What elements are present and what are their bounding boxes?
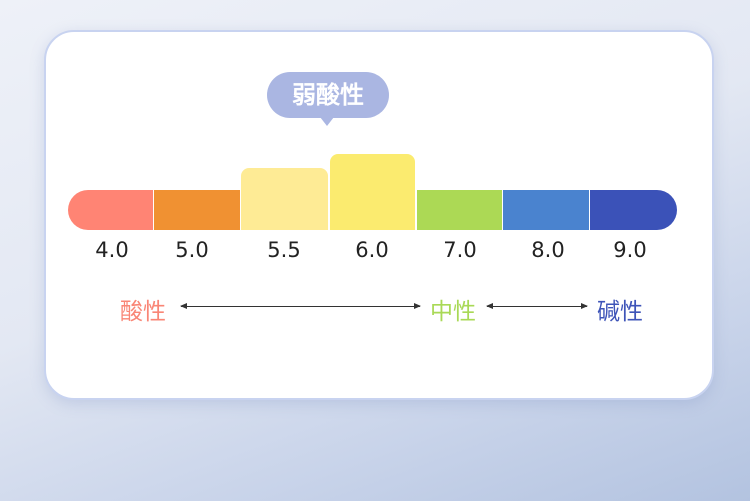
neutral-label: 中性 xyxy=(430,299,476,325)
segment-7-0 xyxy=(417,190,502,230)
tick-label: 7.0 xyxy=(443,238,477,262)
tick-label: 6.0 xyxy=(355,238,389,262)
tick-label: 4.0 xyxy=(95,238,129,262)
segment-8-0 xyxy=(503,190,589,230)
callout-pointer xyxy=(320,117,334,126)
acidic-label: 酸性 xyxy=(120,299,166,325)
segment-9-0 xyxy=(590,190,677,230)
alkaline-label: 碱性 xyxy=(597,299,643,325)
weak-acid-callout: 弱酸性 xyxy=(267,72,389,118)
segment-5-5 xyxy=(241,168,328,230)
double-arrow-icon xyxy=(486,303,588,309)
tick-label: 5.0 xyxy=(175,238,209,262)
double-arrow-icon xyxy=(180,303,421,309)
tick-label: 8.0 xyxy=(531,238,565,262)
tick-label: 9.0 xyxy=(613,238,647,262)
tick-label: 5.5 xyxy=(267,238,301,262)
segment-6-0 xyxy=(330,154,415,230)
segment-4-0 xyxy=(68,190,153,230)
segment-5-0 xyxy=(154,190,240,230)
